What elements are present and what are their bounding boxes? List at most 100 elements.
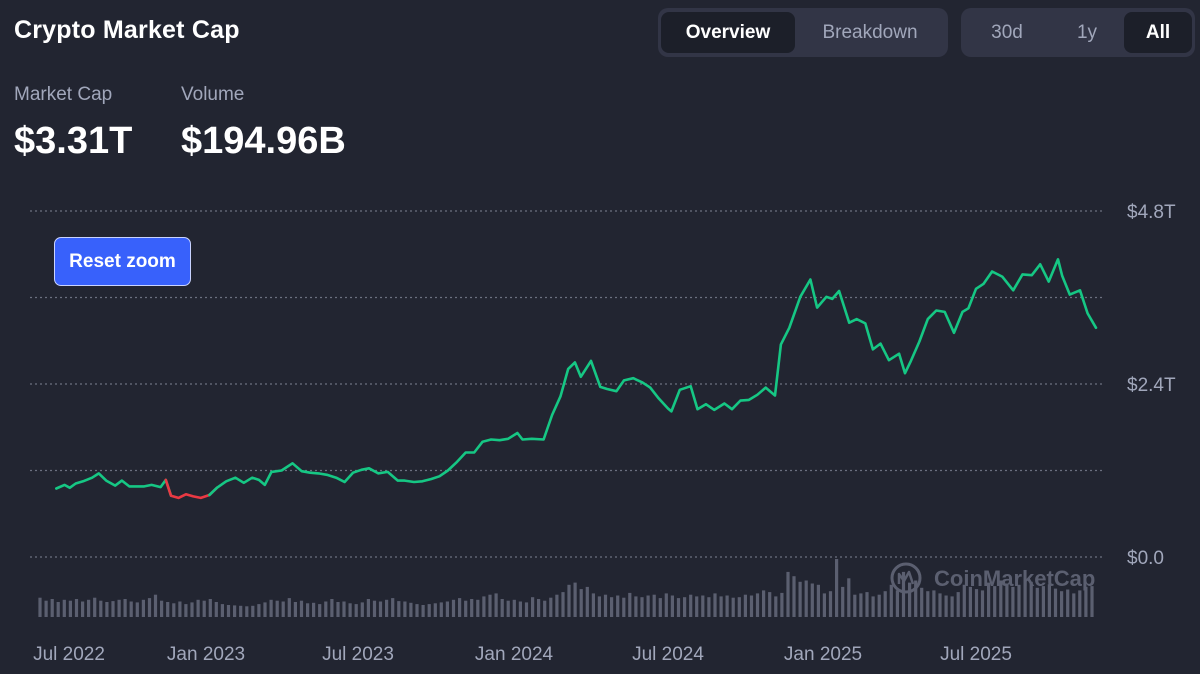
volume-bar bbox=[275, 600, 279, 617]
volume-bar bbox=[762, 590, 766, 617]
volume-bar bbox=[62, 599, 66, 617]
volume-bar bbox=[531, 597, 535, 617]
volume-bar bbox=[676, 598, 681, 617]
volume-bar bbox=[889, 584, 893, 617]
y-tick-label: $2.4T bbox=[1127, 375, 1176, 396]
volume-bar bbox=[816, 584, 820, 617]
reset-zoom-button[interactable]: Reset zoom bbox=[54, 237, 191, 286]
volume-bar bbox=[901, 571, 906, 617]
volume-bar bbox=[482, 596, 486, 617]
range-30d-button[interactable]: 30d bbox=[991, 21, 1023, 43]
volume-bar bbox=[87, 599, 91, 617]
tab-overview[interactable]: Overview bbox=[661, 12, 795, 53]
coinmarketcap-logo-icon bbox=[890, 562, 922, 594]
volume-bar bbox=[713, 593, 717, 617]
volume-bar bbox=[202, 600, 206, 617]
volume-bar bbox=[391, 598, 395, 617]
volume-bar bbox=[190, 602, 194, 617]
volume-bar bbox=[853, 594, 857, 617]
volume-bar bbox=[725, 595, 729, 617]
volume-bar bbox=[318, 604, 322, 617]
volume-bar bbox=[828, 591, 833, 617]
volume-bar bbox=[239, 605, 243, 617]
volume-bar bbox=[786, 571, 790, 617]
volume-bar bbox=[518, 601, 522, 617]
volume-bar bbox=[281, 601, 285, 617]
volume-bar bbox=[269, 599, 273, 617]
market-cap-value: $3.31T bbox=[14, 120, 133, 162]
volume-bar bbox=[81, 601, 85, 617]
volume-bar bbox=[695, 596, 699, 617]
range-all-button[interactable]: All bbox=[1124, 12, 1192, 53]
volume-bar bbox=[871, 596, 875, 617]
x-tick-label: Jan 2024 bbox=[475, 644, 554, 665]
volume-bar bbox=[348, 603, 352, 617]
volume-bar bbox=[561, 592, 565, 617]
volume-bar bbox=[342, 601, 346, 617]
volume-bar bbox=[847, 578, 851, 617]
volume-bar bbox=[707, 597, 711, 617]
market-cap-label: Market Cap bbox=[14, 84, 113, 105]
volume-bar bbox=[877, 594, 881, 617]
volume-bar bbox=[105, 602, 109, 617]
volume-bar bbox=[701, 595, 705, 617]
volume-bar bbox=[780, 592, 784, 617]
x-tick-label: Jul 2023 bbox=[322, 644, 394, 665]
volume-bar bbox=[147, 598, 152, 617]
volume-bar bbox=[44, 600, 48, 617]
x-tick-label: Jan 2023 bbox=[167, 644, 245, 665]
volume-bar bbox=[372, 600, 377, 617]
volume-bar bbox=[439, 602, 443, 617]
volume-bar bbox=[616, 595, 620, 617]
y-tick-label: $4.8T bbox=[1127, 202, 1176, 223]
volume-bar bbox=[658, 598, 662, 617]
volume-bar bbox=[792, 576, 796, 617]
volume-bar bbox=[93, 597, 97, 617]
volume-bar bbox=[962, 584, 966, 617]
volume-bar bbox=[38, 597, 42, 617]
volume-bar bbox=[68, 600, 72, 617]
volume-bar bbox=[938, 593, 942, 617]
x-axis: Jul 2022 Jan 2023 Jul 2023 Jan 2024 Jul 2024… bbox=[33, 644, 1012, 665]
volume-bar bbox=[585, 586, 589, 617]
volume-bar bbox=[804, 580, 808, 617]
volume-bar bbox=[99, 600, 103, 617]
volume-bar bbox=[464, 600, 468, 617]
volume-bar bbox=[537, 599, 541, 617]
volume-bar bbox=[178, 601, 182, 617]
volume-bar bbox=[1090, 586, 1094, 617]
volume-bar bbox=[293, 602, 297, 617]
volume-bar bbox=[360, 602, 364, 617]
volume-bar bbox=[166, 602, 170, 617]
range-1y-button[interactable]: 1y bbox=[1076, 21, 1098, 43]
volume-bar bbox=[670, 595, 674, 617]
volume-bar bbox=[719, 596, 723, 617]
volume-bar bbox=[153, 594, 158, 617]
volume-bar bbox=[1084, 586, 1088, 617]
volume-bar bbox=[549, 597, 553, 617]
volume-bar bbox=[141, 599, 145, 617]
volume-bar bbox=[749, 595, 754, 617]
volume-bar bbox=[245, 606, 249, 617]
volume-bar bbox=[1078, 590, 1082, 617]
volume-bar bbox=[1023, 578, 1027, 617]
volume-bar bbox=[622, 597, 626, 617]
volume-bar bbox=[865, 592, 869, 617]
view-toggle: Overview Breakdown bbox=[658, 8, 948, 57]
chart-gridlines bbox=[30, 210, 1103, 558]
volume-bar bbox=[214, 602, 218, 617]
volume-bar bbox=[299, 600, 304, 617]
tab-breakdown[interactable]: Breakdown bbox=[822, 21, 918, 43]
volume-bar bbox=[634, 596, 638, 617]
volume-bar bbox=[1066, 589, 1070, 617]
range-toggle: 30d 1y All bbox=[961, 8, 1195, 57]
volume-bar bbox=[458, 598, 462, 617]
volume-bar bbox=[354, 604, 358, 617]
volume-bar bbox=[403, 601, 407, 617]
volume-label: Volume bbox=[181, 84, 245, 105]
volume-bar bbox=[743, 594, 747, 617]
volume-bar bbox=[1029, 581, 1033, 617]
volume-bar bbox=[1047, 584, 1051, 617]
volume-bar bbox=[1017, 584, 1021, 617]
